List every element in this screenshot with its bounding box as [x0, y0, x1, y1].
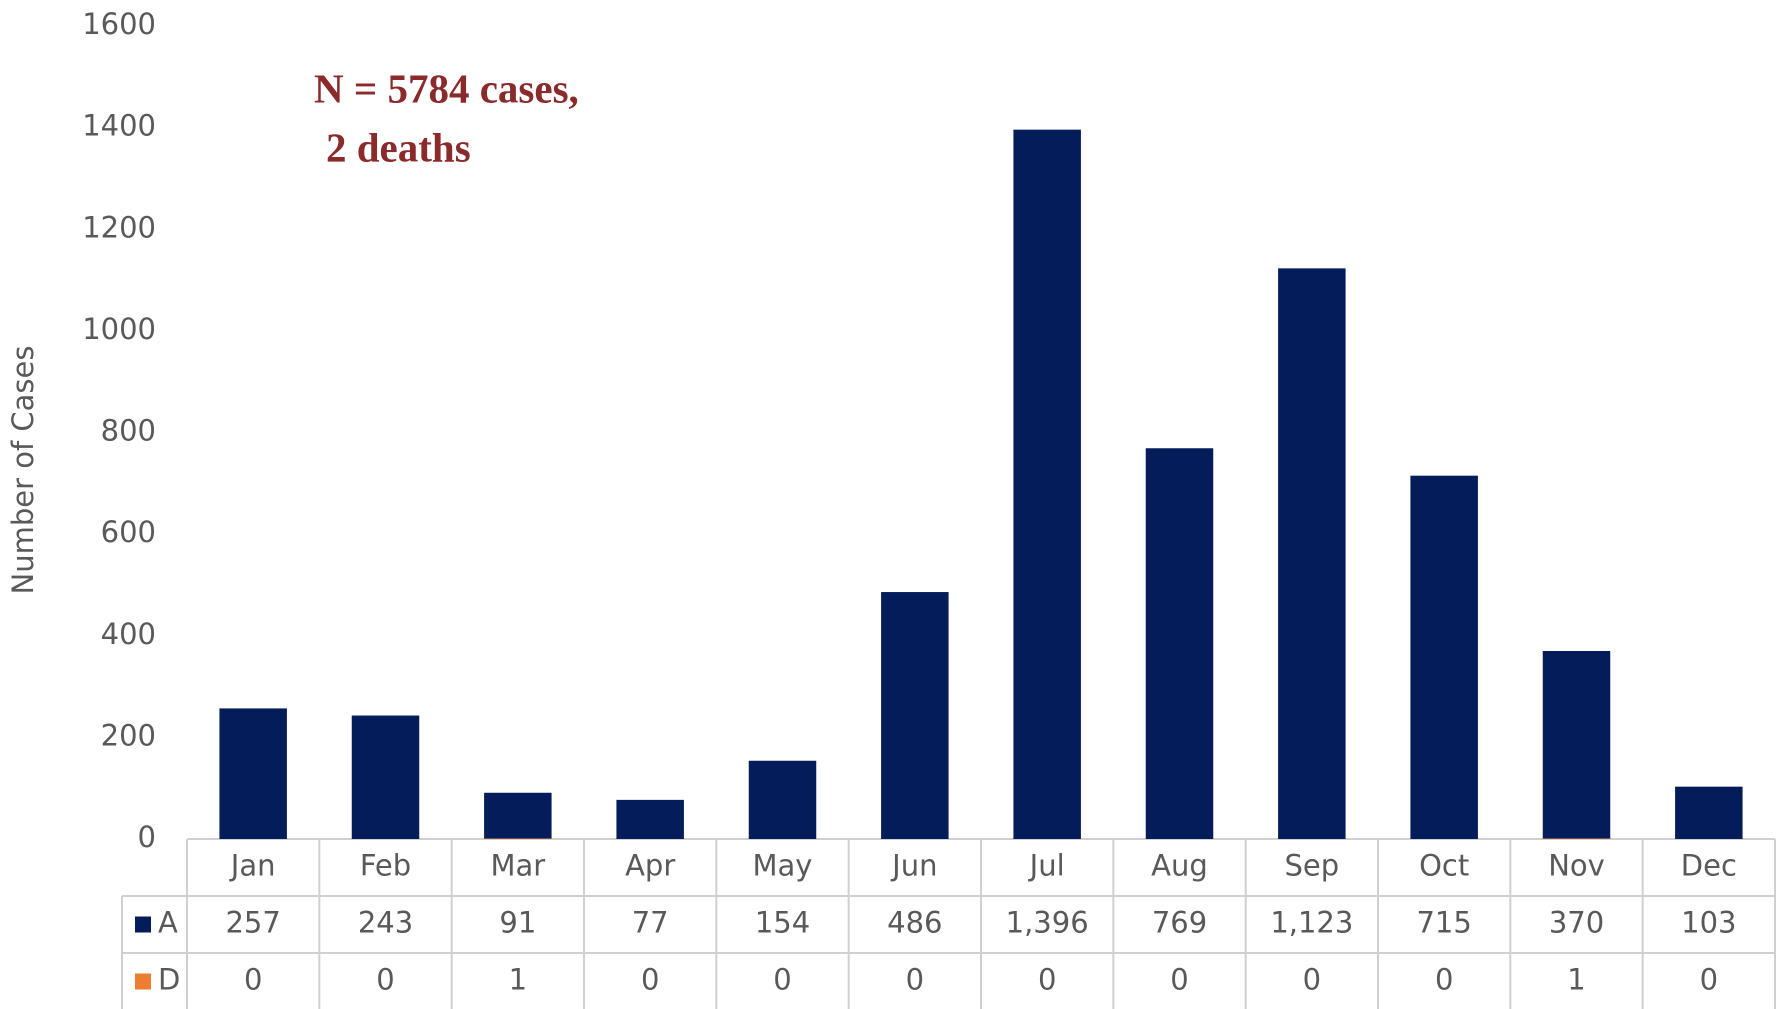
y-tick-label: 400 — [101, 617, 156, 651]
data-table-cell: 715 — [1416, 906, 1471, 940]
legend-swatch — [135, 973, 151, 990]
y-tick-label: 0 — [138, 820, 156, 854]
bar — [1278, 268, 1346, 839]
bar — [351, 715, 420, 839]
x-tick-label: Dec — [1681, 849, 1737, 883]
data-table-cell: 0 — [1700, 963, 1718, 997]
data-table-cell: 0 — [641, 963, 659, 997]
data-table-cell: 0 — [773, 963, 791, 997]
bar — [484, 792, 552, 839]
annotation: 2 deaths — [326, 124, 471, 170]
data-table-cell: 0 — [1303, 963, 1321, 997]
x-tick-label: Nov — [1548, 849, 1605, 883]
x-tick-label: Aug — [1151, 849, 1208, 883]
data-table-cell: 0 — [376, 963, 394, 997]
data-table-cell: 103 — [1681, 906, 1736, 940]
data-table-cell: 370 — [1549, 906, 1604, 940]
y-tick-label: 600 — [101, 515, 156, 549]
x-tick-label: Jun — [890, 849, 937, 883]
bar — [1542, 838, 1611, 839]
bar — [1410, 475, 1478, 839]
bar — [1013, 129, 1081, 840]
legend-label: A — [158, 906, 178, 940]
x-tick-label: Jul — [1028, 849, 1065, 883]
x-tick-label: Sep — [1284, 849, 1339, 883]
data-table-cell: 769 — [1152, 906, 1207, 940]
y-tick-label: 1200 — [82, 210, 156, 244]
bar — [616, 799, 684, 839]
bar — [1542, 650, 1611, 839]
x-tick-label: Feb — [360, 849, 411, 883]
y-tick-label: 1400 — [82, 109, 156, 143]
x-tick-label: Apr — [625, 849, 675, 883]
legend-label: D — [158, 963, 180, 997]
y-tick-label: 800 — [101, 414, 156, 448]
data-table-cell: 486 — [887, 906, 942, 940]
data-table-cell: 243 — [358, 906, 413, 940]
data-table-cell: 1,396 — [1006, 906, 1089, 940]
data-table-cell: 0 — [906, 963, 924, 997]
y-tick-label: 1600 — [82, 7, 156, 41]
data-table-cell: 154 — [755, 906, 810, 940]
x-tick-label: Oct — [1419, 849, 1469, 883]
bar — [881, 592, 949, 839]
data-table-cell: 0 — [1170, 963, 1188, 997]
data-table-cell: 1,123 — [1270, 906, 1353, 940]
data-table-cell: 77 — [632, 906, 669, 940]
data-table-cell: 0 — [1435, 963, 1453, 997]
annotation: N = 5784 cases, — [314, 65, 579, 111]
bar — [484, 838, 552, 839]
bar — [748, 760, 817, 839]
x-tick-label: Mar — [490, 849, 545, 883]
data-table-cell: 257 — [225, 906, 280, 940]
data-table-cell: 1 — [509, 963, 527, 997]
y-tick-label: 200 — [101, 718, 156, 752]
bar — [1675, 786, 1743, 839]
y-axis-title: Number of Cases — [6, 346, 40, 595]
data-table-cell: 91 — [499, 906, 536, 940]
bar — [219, 708, 287, 839]
x-tick-label: May — [753, 849, 813, 883]
data-table-cell: 0 — [1038, 963, 1056, 997]
data-table-cell: 1 — [1567, 963, 1585, 997]
x-tick-label: Jan — [229, 849, 276, 883]
bar — [1145, 448, 1214, 839]
data-table-cell: 0 — [244, 963, 262, 997]
legend-swatch — [135, 916, 151, 933]
y-tick-label: 1000 — [82, 312, 156, 346]
